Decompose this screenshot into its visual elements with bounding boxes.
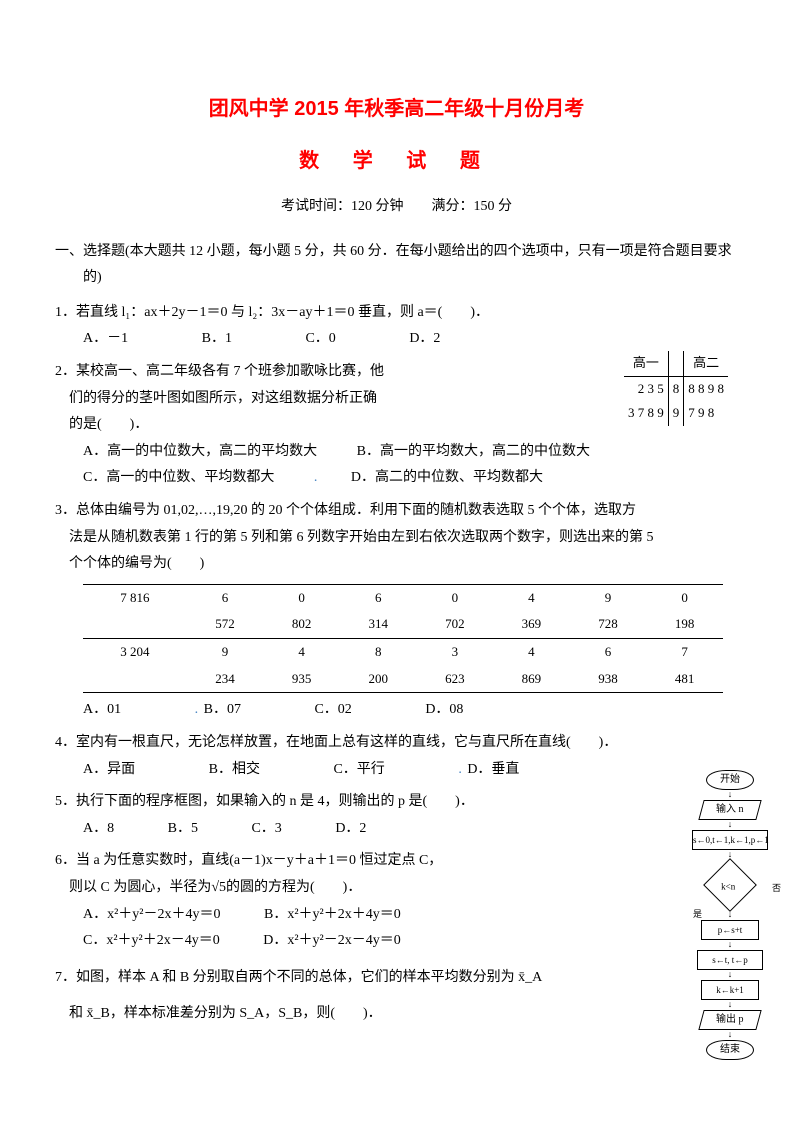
q4-opt-b: B．相交 bbox=[209, 757, 260, 784]
q5-opt-a: A．8 bbox=[83, 816, 114, 843]
stemleaf-r2-l: 3 7 8 9 bbox=[624, 401, 668, 426]
stem-leaf-plot: 高一 高二 2 3 5 8 8 8 9 8 3 7 8 9 9 7 9 8 bbox=[624, 351, 728, 426]
q2-opt-c: C．高一的中位数、平均数都大 bbox=[83, 465, 274, 492]
flowchart: 开始 ↓ 输入 n ↓ s←0,t←1,k←1,p←1 ↓ k<n 否 是 ↓ … bbox=[685, 770, 775, 1060]
q2-opt-b: B．高一的平均数大，高二的中位数大 bbox=[357, 439, 590, 466]
q3-line3: 个个体的编号为( ) bbox=[55, 551, 738, 578]
q7-line1: 7．如图，样本 A 和 B 分别取自两个不同的总体，它们的样本平均数分别为 x̄… bbox=[55, 965, 738, 992]
q3-opt-a: A．01 bbox=[83, 697, 121, 724]
flowchart-end: 结束 bbox=[706, 1040, 754, 1060]
stemleaf-r1-l: 2 3 5 bbox=[624, 376, 668, 401]
q2-options-row1: A．高一的中位数大，高二的平均数大 B．高一的平均数大，高二的中位数大 bbox=[55, 439, 738, 466]
q6-line1: 6．当 a 为任意实数时，直线(a－1)x－y＋a＋1＝0 恒过定点 C， bbox=[55, 848, 738, 875]
q1-opt-b: B．1 bbox=[202, 326, 232, 353]
flowchart-start: 开始 bbox=[706, 770, 754, 790]
flowchart-yes-label: 是 bbox=[693, 906, 702, 923]
q6-opt-b: B．x²＋y²＋2x＋4y＝0 bbox=[264, 902, 401, 929]
q4-opt-c: C．平行 bbox=[333, 757, 384, 784]
stemleaf-head-right: 高二 bbox=[684, 351, 728, 376]
rnd-r1-c6: 9 bbox=[570, 584, 647, 611]
q6-opt-a: A．x²＋y²－2x＋4y＝0 bbox=[83, 902, 221, 929]
question-3: 3．总体由编号为 01,02,…,19,20 的 20 个个体组成．利用下面的随… bbox=[55, 498, 738, 724]
q6-opt-d: D．x²＋y²－2x－4y＝0 bbox=[263, 928, 401, 955]
stemleaf-r2-r: 7 9 8 bbox=[684, 401, 728, 426]
q2-opt-a: A．高一的中位数大，高二的平均数大 bbox=[83, 439, 317, 466]
arrow-down-icon: ↓ bbox=[685, 970, 775, 980]
exam-title-main: 团风中学 2015 年秋季高二年级十月份月考 bbox=[55, 90, 738, 128]
question-7: 7．如图，样本 A 和 B 分别取自两个不同的总体，它们的样本平均数分别为 x̄… bbox=[55, 965, 738, 1028]
arrow-down-icon: ↓ bbox=[685, 1030, 775, 1040]
q5-opt-b: B．5 bbox=[168, 816, 198, 843]
rnd-r1-c3: 6 bbox=[340, 584, 417, 611]
exam-info: 考试时间：120 分钟 满分：150 分 bbox=[55, 194, 738, 221]
exam-title-sub: 数 学 试 题 bbox=[55, 142, 738, 180]
q5-opt-d: D．2 bbox=[335, 816, 366, 843]
q7-line2: 和 x̄_B，样本标准差分别为 S_A，S_B，则( )． bbox=[55, 1001, 738, 1028]
stemleaf-r1-r: 8 8 9 8 bbox=[684, 376, 728, 401]
q3-options: A．01 . B．07 C．02 D．08 bbox=[55, 697, 738, 724]
dot-mark: . bbox=[458, 757, 462, 784]
stemleaf-head-left: 高一 bbox=[624, 351, 668, 376]
rnd-r1-c5: 4 bbox=[493, 584, 570, 611]
arrow-down-icon: ↓ bbox=[685, 940, 775, 950]
stemleaf-r2-s: 9 bbox=[668, 401, 684, 426]
q4-options: A．异面 B．相交 C．平行 . D．垂直 bbox=[55, 757, 738, 784]
q3-opt-b: B．07 bbox=[204, 697, 241, 724]
flowchart-input: 输入 n bbox=[698, 800, 761, 820]
flowchart-step2: s←t, t←p bbox=[697, 950, 763, 970]
flowchart-init: s←0,t←1,k←1,p←1 bbox=[692, 830, 768, 850]
rnd-r1-c2: 0 bbox=[263, 584, 340, 611]
question-5: 5．执行下面的程序框图，如果输入的 n 是 4，则输出的 p 是( )． A．8… bbox=[55, 789, 738, 842]
q6-opt-c: C．x²＋y²＋2x－4y＝0 bbox=[83, 928, 220, 955]
q6-line2: 则以 C 为圆心，半径为√5的圆的方程为( )． bbox=[55, 875, 738, 902]
q5-opt-c: C．3 bbox=[251, 816, 281, 843]
q3-opt-d: D．08 bbox=[425, 697, 463, 724]
flowchart-step1: p←s+t bbox=[701, 920, 759, 940]
q3-opt-c: C．02 bbox=[314, 697, 351, 724]
flowchart-no-label: 否 bbox=[772, 880, 781, 897]
arrow-down-icon: ↓ bbox=[685, 820, 775, 830]
dot-mark: . bbox=[314, 465, 318, 492]
q1-options: A．－1 B．1 C．0 D．2 bbox=[55, 326, 738, 353]
section-header-1: 一、选择题(本大题共 12 小题，每小题 5 分，共 60 分．在每小题给出的四… bbox=[55, 239, 738, 292]
q5-options: A．8 B．5 C．3 D．2 bbox=[55, 816, 628, 843]
q4-opt-d: D．垂直 bbox=[467, 757, 519, 784]
rnd-r1-c4: 0 bbox=[417, 584, 494, 611]
flowchart-step3: k←k+1 bbox=[701, 980, 759, 1000]
question-4: 4．室内有一根直尺，无论怎样放置，在地面上总有这样的直线，它与直尺所在直线( )… bbox=[55, 730, 738, 783]
q1-opt-d: D．2 bbox=[409, 326, 440, 353]
question-2: 2．某校高一、高二年级各有 7 个班参加歌咏比赛，他 们的得分的茎叶图如图所示，… bbox=[55, 359, 738, 492]
q5-text: 5．执行下面的程序框图，如果输入的 n 是 4，则输出的 p 是( )． bbox=[55, 789, 738, 816]
q1-opt-a: A．－1 bbox=[83, 326, 128, 353]
q3-line2: 法是从随机数表第 1 行的第 5 列和第 6 列数字开始由左到右依次选取两个数字… bbox=[55, 525, 738, 552]
stemleaf-r1-s: 8 bbox=[668, 376, 684, 401]
q4-text: 4．室内有一根直尺，无论怎样放置，在地面上总有这样的直线，它与直尺所在直线( )… bbox=[55, 730, 738, 757]
arrow-down-icon: ↓ bbox=[685, 790, 775, 800]
q2-options-row2: C．高一的中位数、平均数都大 . D．高二的中位数、平均数都大 bbox=[55, 465, 738, 492]
flowchart-output: 输出 p bbox=[698, 1010, 761, 1030]
flowchart-condition: k<n bbox=[703, 858, 757, 912]
question-1: 1．若直线 l₁：ax＋2y－1＝0 与 l₂：3x－ay＋1＝0 垂直，则 a… bbox=[55, 300, 738, 353]
rnd-r1-c0: 7 816 bbox=[83, 584, 187, 611]
question-6: 6．当 a 为任意实数时，直线(a－1)x－y＋a＋1＝0 恒过定点 C， 则以… bbox=[55, 848, 738, 954]
q3-line1: 3．总体由编号为 01,02,…,19,20 的 20 个个体组成．利用下面的随… bbox=[55, 498, 738, 525]
arrow-down-icon: ↓ bbox=[685, 1000, 775, 1010]
dot-mark: . bbox=[195, 697, 199, 724]
q1-opt-c: C．0 bbox=[305, 326, 335, 353]
rnd-r1-c7: 0 bbox=[646, 584, 723, 611]
q4-opt-a: A．异面 bbox=[83, 757, 135, 784]
q1-text: 1．若直线 l₁：ax＋2y－1＝0 与 l₂：3x－ay＋1＝0 垂直，则 a… bbox=[55, 300, 738, 327]
rnd-r1-c1: 6 bbox=[187, 584, 264, 611]
q2-opt-d: D．高二的中位数、平均数都大 bbox=[351, 465, 543, 492]
random-number-table: 7 816 6 0 6 0 4 9 0 572 802 314 702 369 … bbox=[83, 584, 723, 694]
